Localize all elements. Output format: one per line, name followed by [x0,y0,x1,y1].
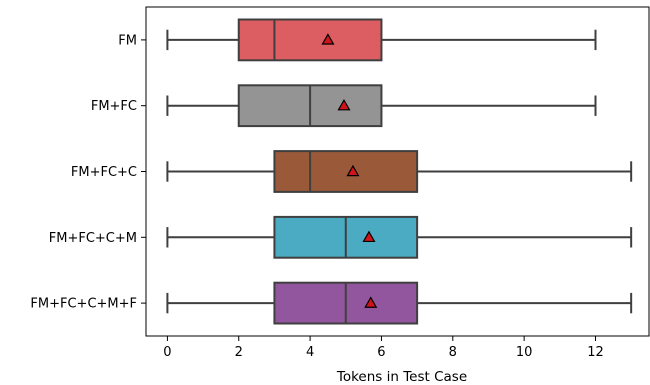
y-tick-label: FM+FC+C [71,165,137,180]
x-axis-label: Tokens in Test Case [336,369,467,385]
mean-marker [362,230,376,243]
y-tick-label: FM+FC+C+M [49,231,137,246]
x-tick-label: 2 [235,345,243,360]
x-tick-label: 0 [163,345,171,360]
x-tick-label: 8 [449,345,457,360]
mean-marker [321,33,335,45]
x-tick-label: 10 [516,345,533,360]
x-axis: 0 2 4 6 8 10 12 [163,336,604,360]
y-axis: FM FM+FC FM+FC+C FM+FC+C+M FM+FC+C+M+F [30,33,146,312]
mean-marker [337,98,351,111]
x-tick-label: 4 [306,345,314,360]
box-group-fm-fc-c [166,150,633,193]
box-group-fm-fc-c-m-f [166,281,633,325]
y-tick-label: FM+FC+C+M+F [30,297,137,312]
box-group-fm-fc-c-m [166,215,633,259]
x-tick-label: 6 [377,345,385,360]
iqr-box [273,150,419,193]
y-tick-label: FM [118,33,137,48]
boxes-layer [166,18,633,325]
mean-marker [346,164,360,177]
mean-marker [364,296,378,308]
y-tick-label: FM+FC [91,99,137,114]
x-tick-label: 12 [587,345,604,360]
box-group-fm [166,18,597,62]
box-group-fm-fc [166,84,597,128]
iqr-box [237,18,383,62]
